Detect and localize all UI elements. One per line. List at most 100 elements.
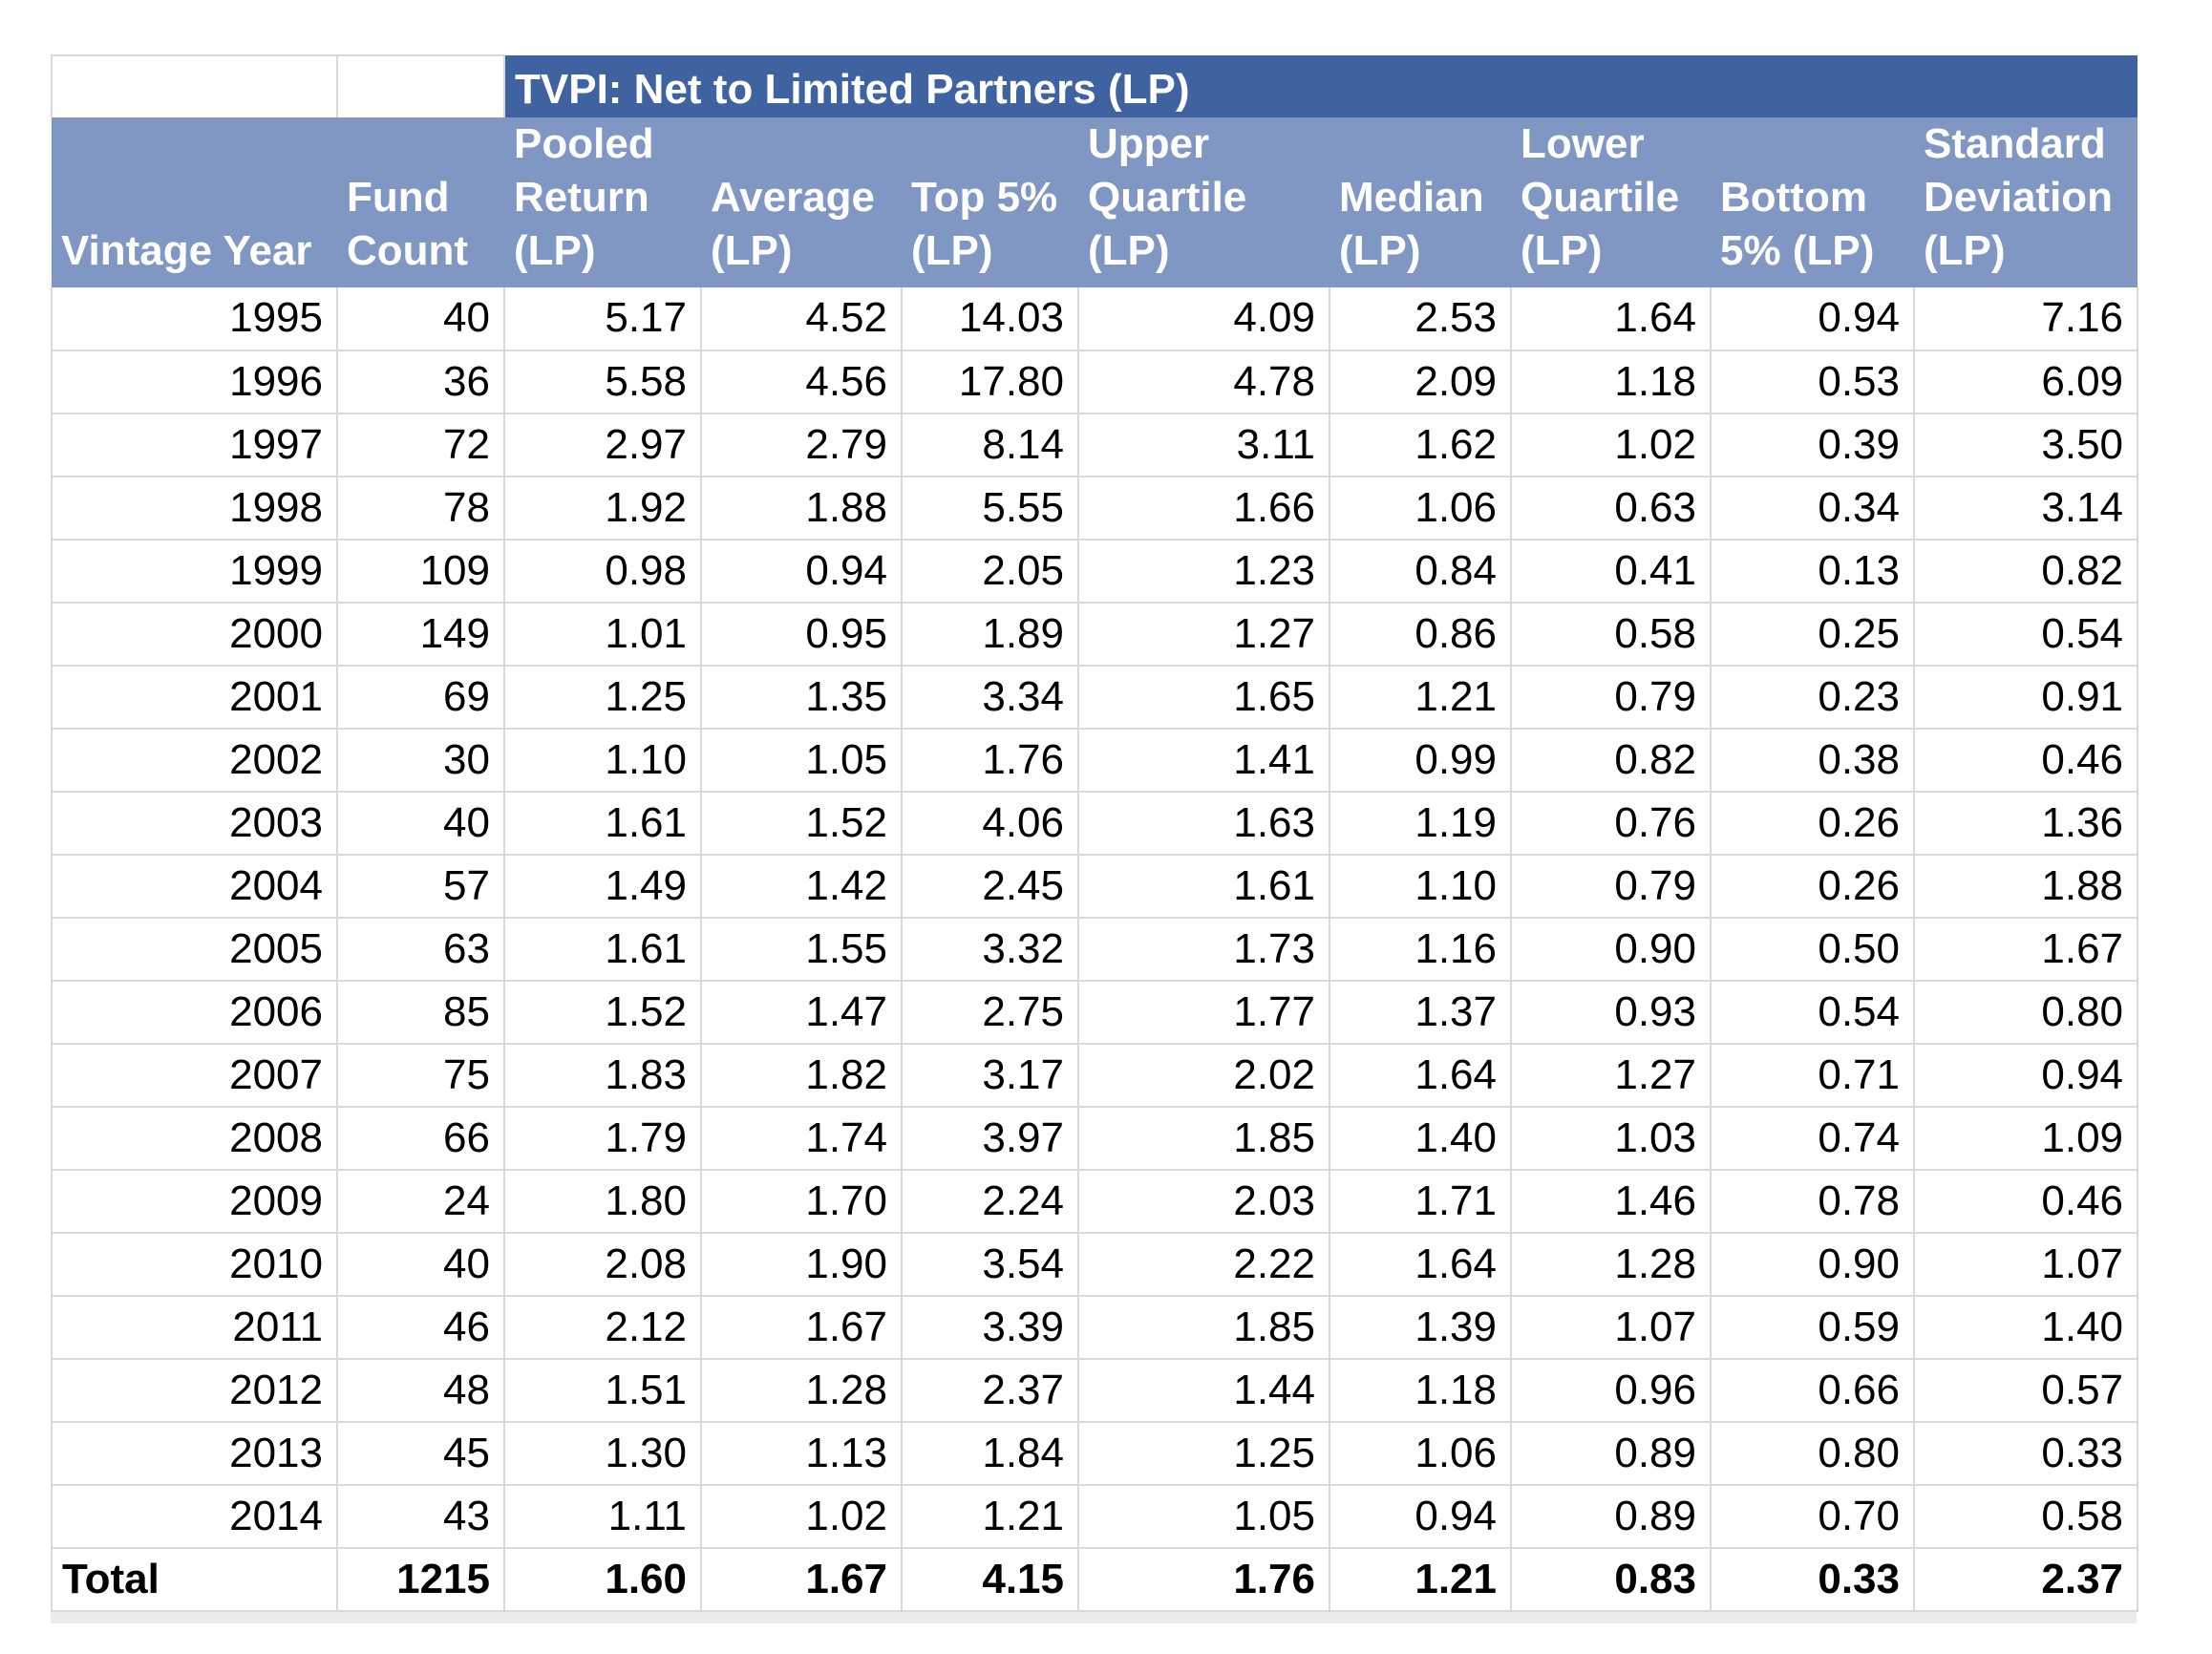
title-row: TVPI: Net to Limited Partners (LP) xyxy=(51,54,2138,117)
vintage-year-cell: 2012 xyxy=(51,1358,338,1423)
table-row: 2008 66 1.79 1.74 3.97 1.85 1.40 1.03 0.74 1.09 xyxy=(51,1106,2139,1171)
value-cell: 85 xyxy=(337,980,505,1045)
value-cell: 0.79 xyxy=(1511,854,1712,919)
value-cell: 1.30 xyxy=(504,1421,702,1486)
value-cell: 1.27 xyxy=(1511,1043,1712,1108)
value-cell: 0.98 xyxy=(504,539,702,604)
value-cell: 69 xyxy=(337,665,505,730)
value-cell: 0.76 xyxy=(1511,791,1712,856)
value-cell: 1.90 xyxy=(701,1232,903,1297)
table-row: 1995 40 5.17 4.52 14.03 4.09 2.53 1.64 0.94 7.16 xyxy=(51,286,2139,351)
table-row: 1999 109 0.98 0.94 2.05 1.23 0.84 0.41 0.13 0.82 xyxy=(51,539,2139,604)
value-cell: 0.99 xyxy=(1329,728,1512,793)
vintage-year-cell: 1998 xyxy=(51,476,338,541)
value-cell: 1.84 xyxy=(902,1421,1079,1486)
value-cell: 0.57 xyxy=(1914,1358,2139,1423)
table-row: 2002 30 1.10 1.05 1.76 1.41 0.99 0.82 0.38 0.46 xyxy=(51,728,2139,793)
table-row: 2003 40 1.61 1.52 4.06 1.63 1.19 0.76 0.26 1.36 xyxy=(51,791,2139,856)
total-value-cell: 4.15 xyxy=(902,1547,1079,1612)
value-cell: 1.44 xyxy=(1078,1358,1330,1423)
total-value-cell: 0.83 xyxy=(1511,1547,1712,1612)
value-cell: 0.80 xyxy=(1914,980,2139,1045)
value-cell: 1.03 xyxy=(1511,1106,1712,1171)
value-cell: 0.74 xyxy=(1711,1106,1915,1171)
value-cell: 0.94 xyxy=(1329,1484,1512,1549)
value-cell: 1.71 xyxy=(1329,1169,1512,1234)
vintage-year-cell: 2003 xyxy=(51,791,338,856)
value-cell: 1.42 xyxy=(701,854,903,919)
value-cell: 1.85 xyxy=(1078,1295,1330,1360)
value-cell: 40 xyxy=(337,1232,505,1297)
value-cell: 2.75 xyxy=(902,980,1079,1045)
value-cell: 1.07 xyxy=(1511,1295,1712,1360)
value-cell: 1.74 xyxy=(701,1106,903,1171)
value-cell: 2.09 xyxy=(1329,350,1512,414)
value-cell: 2.02 xyxy=(1078,1043,1330,1108)
table-row: 2007 75 1.83 1.82 3.17 2.02 1.64 1.27 0.71 0.94 xyxy=(51,1043,2139,1108)
value-cell: 1.21 xyxy=(1329,665,1512,730)
value-cell: 1.28 xyxy=(1511,1232,1712,1297)
value-cell: 36 xyxy=(337,350,505,414)
value-cell: 2.53 xyxy=(1329,286,1512,351)
value-cell: 43 xyxy=(337,1484,505,1549)
value-cell: 1.25 xyxy=(1078,1421,1330,1486)
value-cell: 0.70 xyxy=(1711,1484,1915,1549)
column-header-top_5_lp: Top 5% (LP) xyxy=(902,117,1078,287)
total-value-cell: 2.37 xyxy=(1914,1547,2139,1612)
value-cell: 30 xyxy=(337,728,505,793)
value-cell: 6.09 xyxy=(1914,350,2139,414)
value-cell: 1.10 xyxy=(504,728,702,793)
column-header-upper_quartile_lp: Upper Quartile (LP) xyxy=(1078,117,1329,287)
value-cell: 5.55 xyxy=(902,476,1079,541)
total-value-cell: 1.21 xyxy=(1329,1547,1512,1612)
value-cell: 109 xyxy=(337,539,505,604)
value-cell: 0.23 xyxy=(1711,665,1915,730)
value-cell: 1.52 xyxy=(504,980,702,1045)
value-cell: 0.93 xyxy=(1511,980,1712,1045)
table-body: 1995 40 5.17 4.52 14.03 4.09 2.53 1.64 0.94 7.16 1… xyxy=(51,286,2139,1612)
table-row: 1996 36 5.58 4.56 17.80 4.78 2.09 1.18 0.53 6.09 xyxy=(51,350,2139,414)
value-cell: 1.49 xyxy=(504,854,702,919)
column-header-vintage_year: Vintage Year xyxy=(52,117,337,287)
value-cell: 4.56 xyxy=(701,350,903,414)
value-cell: 0.66 xyxy=(1711,1358,1915,1423)
value-cell: 1.23 xyxy=(1078,539,1330,604)
value-cell: 1.01 xyxy=(504,602,702,667)
table-row: 2014 43 1.11 1.02 1.21 1.05 0.94 0.89 0.70 0.58 xyxy=(51,1484,2139,1549)
total-value-cell: 0.33 xyxy=(1711,1547,1915,1612)
value-cell: 57 xyxy=(337,854,505,919)
value-cell: 1.63 xyxy=(1078,791,1330,856)
value-cell: 0.84 xyxy=(1329,539,1512,604)
value-cell: 0.86 xyxy=(1329,602,1512,667)
value-cell: 0.13 xyxy=(1711,539,1915,604)
value-cell: 1.92 xyxy=(504,476,702,541)
value-cell: 1.18 xyxy=(1511,350,1712,414)
value-cell: 0.26 xyxy=(1711,791,1915,856)
value-cell: 0.54 xyxy=(1711,980,1915,1045)
value-cell: 0.80 xyxy=(1711,1421,1915,1486)
value-cell: 1.67 xyxy=(1914,917,2139,982)
value-cell: 1.46 xyxy=(1511,1169,1712,1234)
value-cell: 17.80 xyxy=(902,350,1079,414)
vintage-year-cell: 2013 xyxy=(51,1421,338,1486)
value-cell: 3.34 xyxy=(902,665,1079,730)
total-row: Total 1215 1.60 1.67 4.15 1.76 1.21 0.83 0.33 2.3… xyxy=(51,1547,2139,1612)
value-cell: 0.90 xyxy=(1711,1232,1915,1297)
value-cell: 1.27 xyxy=(1078,602,1330,667)
value-cell: 0.91 xyxy=(1914,665,2139,730)
value-cell: 1.67 xyxy=(701,1295,903,1360)
value-cell: 1.39 xyxy=(1329,1295,1512,1360)
vintage-year-cell: 2010 xyxy=(51,1232,338,1297)
value-cell: 0.50 xyxy=(1711,917,1915,982)
value-cell: 3.97 xyxy=(902,1106,1079,1171)
value-cell: 1.51 xyxy=(504,1358,702,1423)
total-value-cell: 1.76 xyxy=(1078,1547,1330,1612)
value-cell: 1.41 xyxy=(1078,728,1330,793)
value-cell: 1.76 xyxy=(902,728,1079,793)
value-cell: 1.61 xyxy=(1078,854,1330,919)
table-row: 2005 63 1.61 1.55 3.32 1.73 1.16 0.90 0.50 1.67 xyxy=(51,917,2139,982)
value-cell: 2.97 xyxy=(504,413,702,477)
spreadsheet-table: TVPI: Net to Limited Partners (LP) Vinta… xyxy=(51,54,2139,1623)
value-cell: 1.02 xyxy=(1511,413,1712,477)
value-cell: 0.96 xyxy=(1511,1358,1712,1423)
